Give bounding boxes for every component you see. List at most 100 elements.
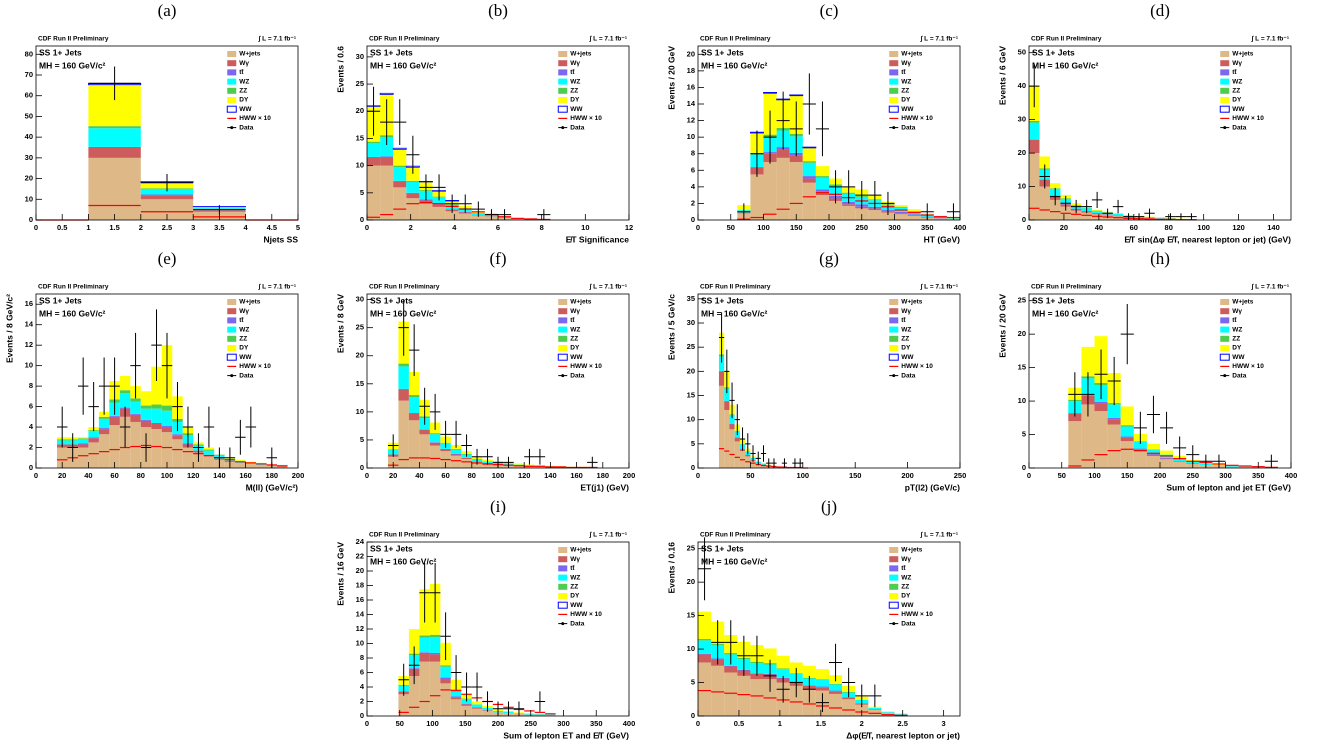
data-point — [763, 659, 777, 692]
data-point — [815, 693, 829, 712]
stack-segment — [763, 648, 777, 664]
x-tick-label: 150 — [790, 223, 803, 232]
stack-segment — [77, 437, 89, 439]
data-point — [1081, 199, 1092, 214]
legend-swatch — [558, 583, 568, 590]
x-tick-label: 6 — [496, 223, 500, 232]
legend-swatch — [227, 326, 237, 333]
stack-segment — [734, 441, 740, 468]
legend-swatch — [558, 593, 568, 599]
x-tick-label: 60 — [441, 471, 449, 480]
y-tick-label: 0 — [29, 215, 33, 224]
legend-swatch — [892, 126, 896, 130]
y-tick-label: 30 — [356, 295, 364, 304]
x-tick-label: 1.5 — [109, 223, 119, 232]
y-tick-label: 20 — [687, 49, 695, 58]
legend-swatch — [558, 565, 568, 572]
stack-segment — [408, 420, 420, 468]
legend-label: Data — [570, 620, 584, 627]
stack-segment — [1146, 449, 1160, 454]
stack-segment — [1112, 215, 1124, 217]
data-point — [1049, 187, 1061, 206]
legend-swatch — [230, 374, 234, 378]
stack-segment — [1146, 455, 1160, 468]
data-point — [792, 458, 798, 468]
x-tick-label: 10 — [581, 223, 589, 232]
y-tick-label: 24 — [356, 537, 365, 546]
legend-label: ZZ — [570, 584, 578, 591]
y-tick-label: 6 — [691, 165, 695, 174]
stack-segment — [450, 454, 462, 456]
x-tick-label: 50 — [746, 471, 754, 480]
legend-label: WZ — [570, 326, 580, 333]
stack-segment — [1160, 459, 1174, 468]
data-point — [729, 382, 735, 419]
stack-segment — [1160, 450, 1174, 455]
stack-segment — [1039, 186, 1050, 220]
data-point — [1264, 454, 1278, 468]
y-tick-label: 0 — [691, 215, 695, 224]
lumi: ∫ L = 7.1 fb⁻¹ — [258, 36, 296, 43]
stack-segment — [1029, 139, 1040, 154]
legend-swatch — [227, 97, 237, 103]
x-tick-label: 350 — [1252, 471, 1265, 480]
legend-swatch — [558, 556, 568, 563]
stack-segment — [815, 166, 829, 177]
mass-label: MH = 160 GeV/c² — [701, 308, 768, 318]
data-point — [445, 194, 459, 213]
stack-segment — [406, 167, 420, 181]
legend-label: WZ — [570, 574, 580, 581]
legend-label: WW — [239, 106, 252, 113]
data-point — [763, 110, 777, 164]
stack-segment — [881, 711, 895, 713]
x-tick-label: 4 — [244, 223, 249, 232]
stack-segment — [1049, 183, 1061, 189]
x-tick-label: 100 — [161, 471, 174, 480]
legend-label: WW — [570, 106, 583, 113]
x-tick-label: 100 — [1088, 471, 1101, 480]
stack-segment — [119, 390, 131, 394]
stack-segment — [815, 669, 829, 680]
panel-letter: (c) — [820, 1, 839, 20]
y-tick-label: 50 — [1018, 48, 1026, 57]
legend-label: HWW × 10 — [901, 363, 933, 370]
stack-segment — [750, 174, 764, 220]
data-point — [77, 357, 89, 415]
x-tick-label: 150 — [459, 719, 472, 728]
y-tick-label: 4 — [29, 422, 34, 431]
panel-letter: (h) — [1150, 249, 1170, 268]
y-axis-label: Events / 8 GeV/c² — [4, 294, 14, 363]
stack-segment — [450, 697, 462, 700]
legend-swatch — [1220, 308, 1230, 315]
stack-segment — [724, 410, 730, 468]
y-tick-label: 10 — [356, 638, 364, 647]
stack-segment — [802, 161, 816, 163]
y-tick-label: 10 — [356, 407, 364, 416]
stack-segment — [802, 182, 816, 220]
lumi: ∫ L = 7.1 fb⁻¹ — [920, 532, 958, 539]
legend-swatch — [1219, 353, 1230, 361]
legend-label: tt̄ — [570, 564, 575, 573]
data-point — [718, 312, 725, 363]
y-tick-label: 5 — [360, 188, 364, 197]
data-point — [1199, 454, 1213, 468]
legend-label: W+jets — [239, 51, 261, 58]
stack-segment — [729, 424, 735, 430]
stack-segment — [88, 442, 99, 468]
stack-segment — [1081, 346, 1095, 377]
plot-frame — [697, 293, 961, 469]
x-tick-label: 3 — [942, 719, 946, 728]
data-point — [1186, 213, 1197, 220]
stack-segment — [172, 435, 183, 440]
data-point — [429, 393, 441, 430]
legend-label: DY — [239, 97, 249, 104]
x-tick-label: 0 — [34, 223, 38, 232]
stack-segment — [140, 189, 194, 195]
stack-segment — [398, 389, 409, 401]
stack-segment — [88, 128, 141, 147]
data-point — [1070, 199, 1082, 214]
data-point — [698, 537, 712, 601]
legend-label: Data — [901, 372, 915, 379]
stack-segment — [1238, 466, 1252, 468]
